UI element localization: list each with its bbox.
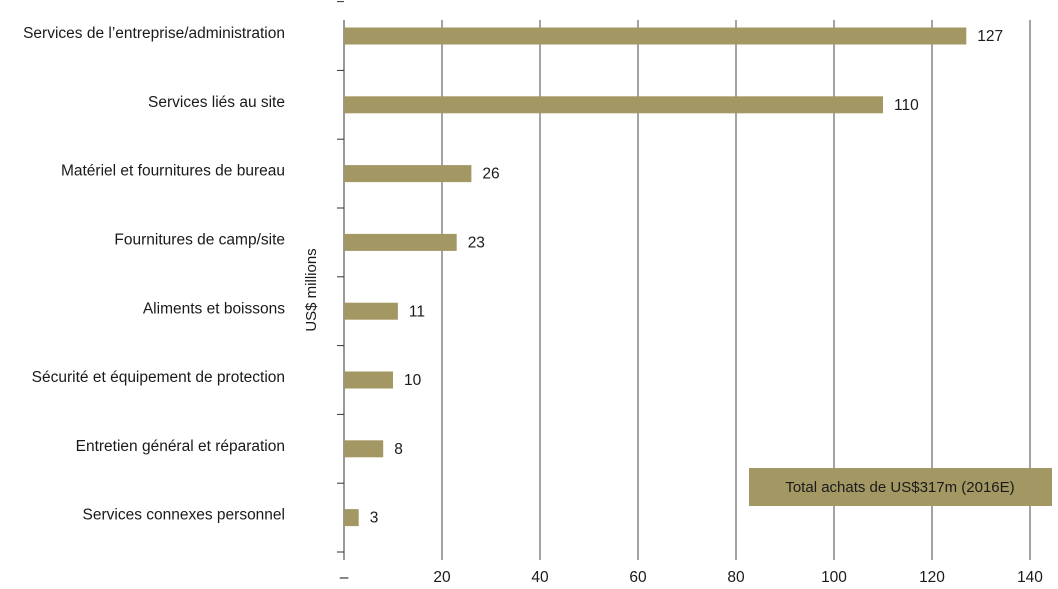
value-label: 3: [370, 510, 379, 527]
bar-1: [344, 27, 967, 45]
category-label: Fournitures de camp/site: [114, 231, 285, 248]
category-label: Matériel et fournitures de bureau: [61, 163, 285, 180]
value-label: 8: [394, 441, 403, 458]
category-label: Entretien général et réparation: [76, 438, 285, 455]
x-tick-label: 100: [821, 569, 847, 586]
bar-3: [344, 165, 472, 183]
x-tick-label: 140: [1017, 569, 1043, 586]
y-axis-title: US$ millions: [303, 248, 320, 331]
x-tick-label: –: [340, 569, 349, 586]
x-tick-label: 120: [919, 569, 945, 586]
value-labels: 127 110 26 23 11 10 8 3: [370, 28, 1003, 527]
x-tick-label: 60: [629, 569, 647, 586]
value-label: 10: [404, 372, 422, 389]
bars: [344, 27, 967, 527]
category-label: Services connexes personnel: [83, 507, 285, 524]
bar-8: [344, 509, 359, 527]
x-tick-labels: – 20 40 60 80 100 120 140: [340, 569, 1044, 586]
value-label: 127: [977, 28, 1003, 45]
bar-5: [344, 302, 398, 320]
value-label: 110: [894, 97, 919, 114]
y-axis-ticks: [337, 1, 344, 553]
x-tick-label: 80: [727, 569, 745, 586]
value-label: 23: [468, 234, 485, 251]
category-label: Sécurité et équipement de protection: [32, 369, 285, 386]
bar-6: [344, 371, 393, 389]
category-label: Aliments et boissons: [143, 300, 285, 317]
category-labels: Services de l’entreprise/administration S…: [23, 25, 285, 524]
total-annotation-text: Total achats de US$317m (2016E): [785, 479, 1014, 496]
x-tick-label: 40: [531, 569, 549, 586]
x-tick-label: 20: [433, 569, 451, 586]
bar-2: [344, 96, 883, 114]
category-label: Services de l’entreprise/administration: [23, 25, 285, 42]
bar-7: [344, 440, 384, 458]
total-annotation: Total achats de US$317m (2016E): [749, 468, 1052, 506]
bar-4: [344, 233, 457, 251]
value-label: 26: [482, 166, 499, 183]
total-annotation-box: [749, 468, 1052, 506]
category-label: Services liés au site: [148, 94, 285, 111]
value-label: 11: [409, 303, 425, 320]
